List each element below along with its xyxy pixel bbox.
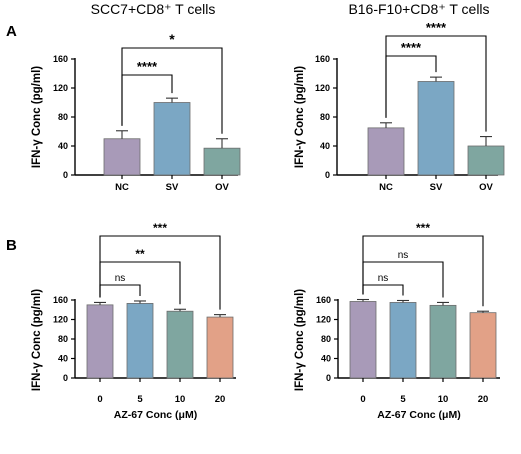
significance-bracket <box>99 284 141 298</box>
significance-bracket <box>362 235 484 307</box>
y-tick-label: 0 <box>63 170 68 180</box>
y-tick-label: 40 <box>58 141 68 151</box>
bar <box>153 102 191 176</box>
x-axis-label: AZ-67 Conc (μM) <box>377 409 460 421</box>
y-tick-label: 0 <box>63 373 68 383</box>
y-tick-label: 120 <box>315 83 330 93</box>
y-tick-label: 40 <box>320 141 330 151</box>
x-tick-label: SV <box>430 182 443 193</box>
significance-label: ** <box>135 247 145 261</box>
significance-bracket <box>362 284 404 296</box>
panel-letter-a: A <box>6 23 17 40</box>
bar <box>417 81 455 176</box>
bar <box>429 304 457 379</box>
bar <box>166 310 194 379</box>
panel-letter-b: B <box>6 237 17 254</box>
bar <box>103 138 141 176</box>
significance-label: ns <box>378 273 389 284</box>
y-tick-label: 0 <box>325 170 330 180</box>
x-tick-label: 0 <box>360 394 365 405</box>
bar <box>367 127 405 176</box>
significance-label: **** <box>426 20 447 35</box>
y-tick-label: 120 <box>316 315 331 325</box>
chart-az67-right: IFN-γ Conc (pg/ml) AZ-67 Conc (μM) 0 40 80 12… <box>294 221 500 421</box>
y-tick-label: 40 <box>58 354 68 364</box>
significance-bracket <box>385 35 487 132</box>
significance-label: **** <box>401 40 422 55</box>
x-tick-label: 5 <box>400 394 406 405</box>
y-tick-label: 80 <box>321 334 331 344</box>
bar <box>126 303 154 379</box>
significance-bracket <box>121 47 223 134</box>
x-tick-label: 0 <box>97 394 102 405</box>
chart-b16f10: B16-F10+CD8⁺ T cells IFN-γ Conc (pg/ml) 0 4… <box>294 1 505 193</box>
bar <box>467 145 505 176</box>
bar <box>86 304 114 379</box>
x-tick-label: 20 <box>215 394 226 405</box>
x-tick-label: NC <box>379 182 393 193</box>
y-tick-label: 160 <box>315 54 330 64</box>
bar <box>203 147 241 176</box>
significance-label: ns <box>115 273 126 284</box>
bar <box>389 302 417 379</box>
y-tick-label: 160 <box>316 295 331 305</box>
y-axis-label: IFN-γ Conc (pg/ml) <box>31 289 43 391</box>
y-axis-label: IFN-γ Conc (pg/ml) <box>294 66 306 168</box>
significance-bracket <box>99 235 221 310</box>
significance-label: *** <box>153 221 167 235</box>
x-tick-label: NC <box>115 182 129 193</box>
y-tick-label: 80 <box>320 112 330 122</box>
y-tick-label: 80 <box>58 334 68 344</box>
chart-az67-left: IFN-γ Conc (pg/ml) AZ-67 Conc (μM) 0 40 80 12… <box>31 221 236 421</box>
significance-label: **** <box>137 59 158 74</box>
x-tick-label: 5 <box>137 394 143 405</box>
x-tick-label: SV <box>166 182 179 193</box>
bar <box>349 301 377 379</box>
y-tick-label: 160 <box>53 54 68 64</box>
y-tick-label: 0 <box>326 373 331 383</box>
significance-label: * <box>169 31 175 47</box>
x-tick-label: 20 <box>478 394 489 405</box>
significance-label: ns <box>398 250 409 261</box>
x-tick-label: 10 <box>175 394 186 405</box>
y-tick-label: 120 <box>53 83 68 93</box>
y-axis-label: IFN-γ Conc (pg/ml) <box>294 289 306 391</box>
x-axis-label: AZ-67 Conc (μM) <box>114 409 197 421</box>
significance-label: *** <box>416 221 430 235</box>
bar <box>206 316 234 379</box>
chart-title: SCC7+CD8⁺ T cells <box>91 1 216 17</box>
x-tick-label: OV <box>479 182 493 193</box>
y-tick-label: 80 <box>58 112 68 122</box>
y-tick-label: 40 <box>321 354 331 364</box>
y-tick-label: 120 <box>53 315 68 325</box>
chart-scc7: SCC7+CD8⁺ T cells IFN-γ Conc (pg/ml) 0 40 80… <box>31 1 241 193</box>
bar <box>469 312 497 379</box>
x-tick-label: 10 <box>438 394 449 405</box>
y-tick-label: 160 <box>53 295 68 305</box>
significance-bracket <box>99 261 181 305</box>
x-tick-label: OV <box>215 182 229 193</box>
y-axis-label: IFN-γ Conc (pg/ml) <box>31 66 43 168</box>
chart-title: B16-F10+CD8⁺ T cells <box>348 1 489 17</box>
